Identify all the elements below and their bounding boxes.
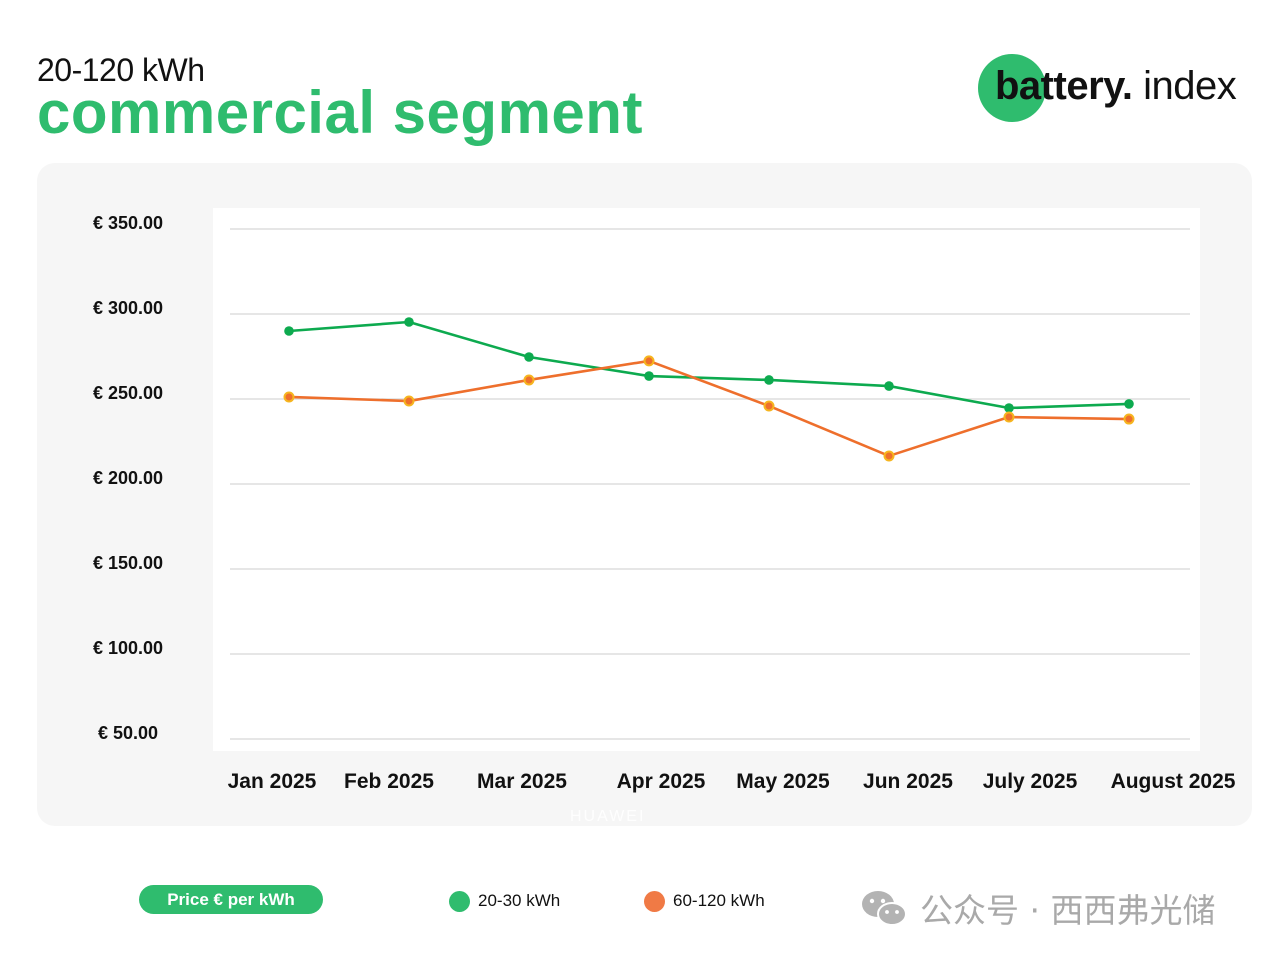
data-point <box>523 374 535 386</box>
data-point <box>764 375 774 385</box>
logo-text: battery. index <box>995 64 1237 109</box>
y-tick-label: € 100.00 <box>93 638 163 658</box>
unit-badge: Price € per kWh <box>139 885 323 914</box>
x-tick-label: Feb 2025 <box>344 770 434 793</box>
data-point <box>1124 399 1134 409</box>
x-tick-label: August 2025 <box>1111 770 1236 793</box>
y-tick-label: € 250.00 <box>93 383 163 403</box>
data-point <box>644 371 654 381</box>
y-tick-label: € 300.00 <box>93 298 163 318</box>
data-point <box>1123 413 1135 425</box>
x-tick-label: Mar 2025 <box>477 770 567 793</box>
logo-circle-icon <box>978 54 1046 122</box>
gridlines <box>230 228 1190 740</box>
legend-label: 60-120 kWh <box>673 891 765 910</box>
data-point <box>284 326 294 336</box>
data-point <box>884 381 894 391</box>
data-point <box>643 355 655 367</box>
x-tick-label: May 2025 <box>736 770 830 793</box>
data-point <box>763 400 775 412</box>
data-point <box>1003 411 1015 423</box>
y-tick-label: € 50.00 <box>98 723 158 743</box>
legend-dot-green-icon <box>449 890 470 912</box>
x-axis-ticks: Jan 2025 Feb 2025 Mar 2025 Apr 2025 May 2025… <box>228 770 1236 793</box>
chart-title: commercial segment <box>37 79 643 146</box>
plot-area <box>213 208 1200 751</box>
x-tick-label: July 2025 <box>983 770 1078 793</box>
data-point <box>404 317 414 327</box>
series-line <box>288 320 1130 410</box>
series-20-30-kwh <box>284 317 1134 413</box>
series-60-120-kwh <box>283 355 1135 462</box>
y-tick-label: € 350.00 <box>93 213 163 233</box>
wechat-watermark: 公众号 · 西西弗光储 <box>860 884 1215 932</box>
logo-bold-text: battery. <box>995 64 1133 108</box>
legend-item-20-30: 20-30 kWh <box>449 889 560 913</box>
x-tick-label: Apr 2025 <box>617 770 706 793</box>
x-tick-label: Jan 2025 <box>228 770 317 793</box>
legend-label: 20-30 kWh <box>478 891 561 910</box>
data-point <box>1004 403 1014 413</box>
huawei-watermark: HUAWEI <box>570 808 646 825</box>
data-point <box>283 391 295 403</box>
data-point <box>883 450 895 462</box>
chart-subtitle: 20-120 kWh <box>37 52 205 88</box>
y-axis-ticks: € 350.00 € 300.00 € 250.00 € 200.00 € 150.00… <box>93 213 163 743</box>
series-line <box>288 359 1130 458</box>
data-point <box>524 352 534 362</box>
series <box>283 317 1135 462</box>
y-tick-label: € 150.00 <box>93 553 163 573</box>
legend-dot-orange-icon <box>644 890 665 912</box>
legend-item-60-120: 60-120 kWh <box>644 889 765 913</box>
logo-light-text: index <box>1132 64 1237 108</box>
battery-index-logo: battery. index <box>978 54 1268 124</box>
y-tick-label: € 200.00 <box>93 468 163 488</box>
data-point <box>403 395 415 407</box>
wechat-icon <box>860 888 908 928</box>
watermark-text: 公众号 · 西西弗光储 <box>920 891 1216 930</box>
x-tick-label: Jun 2025 <box>863 770 953 793</box>
